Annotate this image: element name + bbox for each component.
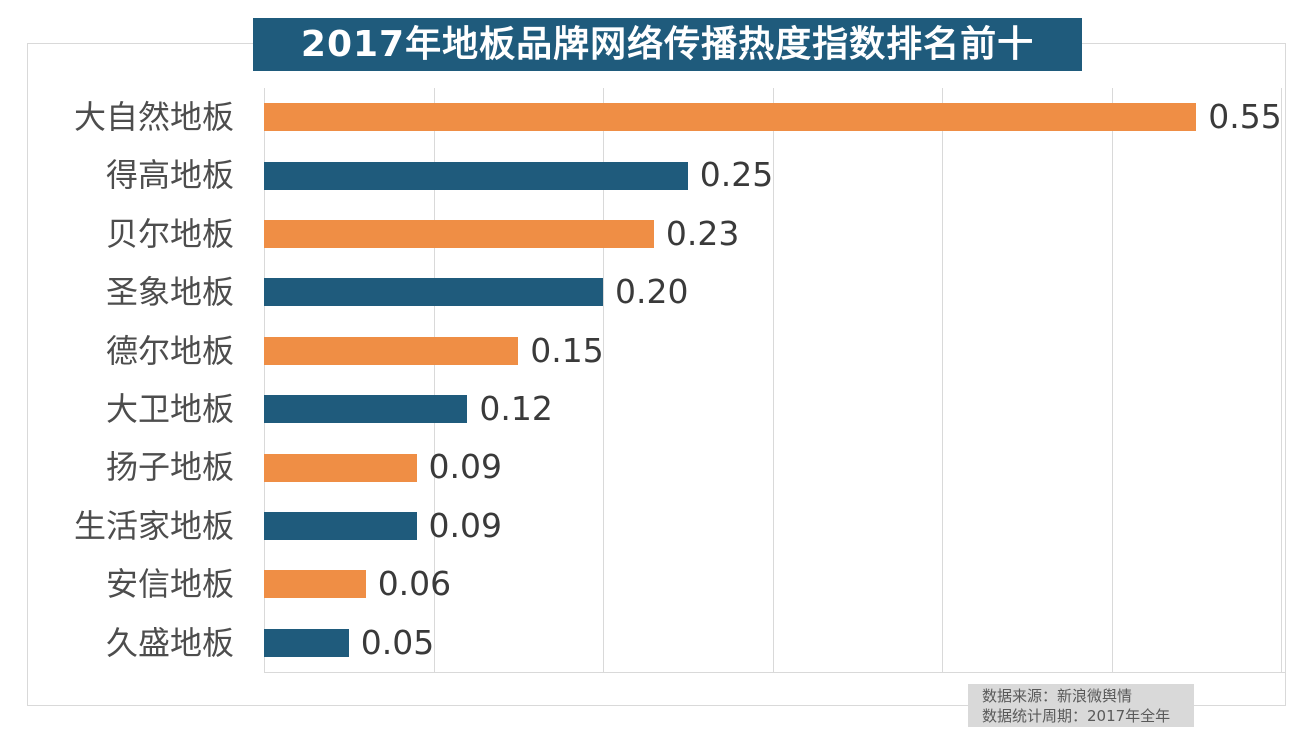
source-note-line1: 数据来源：新浪微舆情 xyxy=(982,687,1133,705)
bar xyxy=(264,103,1197,132)
gridline xyxy=(433,88,435,672)
category-label: 大自然地板 xyxy=(73,98,234,136)
chart-frame: 大自然地板 0.55 得高地板 0.25 贝尔地板 0.23 圣象地板 0.20 德尔地板 0.1… xyxy=(27,43,1286,706)
value-label: 0.55 xyxy=(1208,97,1282,136)
bar xyxy=(264,395,468,424)
bar xyxy=(264,628,349,657)
bar xyxy=(264,278,603,307)
gridline xyxy=(603,88,604,672)
value-label: 0.12 xyxy=(479,389,553,428)
bar xyxy=(264,453,417,482)
gridline xyxy=(1281,88,1282,672)
value-label: 0.15 xyxy=(530,330,604,370)
bar xyxy=(264,512,417,540)
x-axis-line xyxy=(264,672,1285,673)
bar xyxy=(264,220,654,248)
value-label: 0.09 xyxy=(428,505,503,545)
gridline xyxy=(942,88,943,672)
category-label: 安信地板 xyxy=(105,565,234,604)
category-label: 圣象地板 xyxy=(105,273,234,312)
gridline xyxy=(772,88,774,672)
category-label: 久盛地板 xyxy=(105,623,234,662)
source-note-line2: 数据统计周期：2017年全年 xyxy=(982,707,1171,725)
value-label: 0.06 xyxy=(377,564,452,604)
category-label: 扬子地板 xyxy=(105,448,234,487)
chart-title: 2017年地板品牌网络传播热度指数排名前十 xyxy=(253,18,1082,71)
category-label: 得高地板 xyxy=(105,156,234,195)
category-label: 德尔地板 xyxy=(105,331,234,370)
category-label: 生活家地板 xyxy=(73,506,234,545)
category-label: 贝尔地板 xyxy=(105,214,234,253)
value-label: 0.09 xyxy=(428,447,503,487)
bar xyxy=(264,570,366,599)
category-label: 大卫地板 xyxy=(105,390,234,428)
bar xyxy=(264,161,688,190)
gridline xyxy=(1111,88,1113,672)
source-note-box: 数据来源：新浪微舆情 数据统计周期：2017年全年 xyxy=(968,684,1194,727)
bar xyxy=(264,336,519,365)
y-axis-line xyxy=(264,88,265,672)
value-label: 0.20 xyxy=(615,272,689,312)
value-label: 0.05 xyxy=(360,622,435,662)
value-label: 0.23 xyxy=(665,213,740,253)
value-label: 0.25 xyxy=(699,155,774,195)
